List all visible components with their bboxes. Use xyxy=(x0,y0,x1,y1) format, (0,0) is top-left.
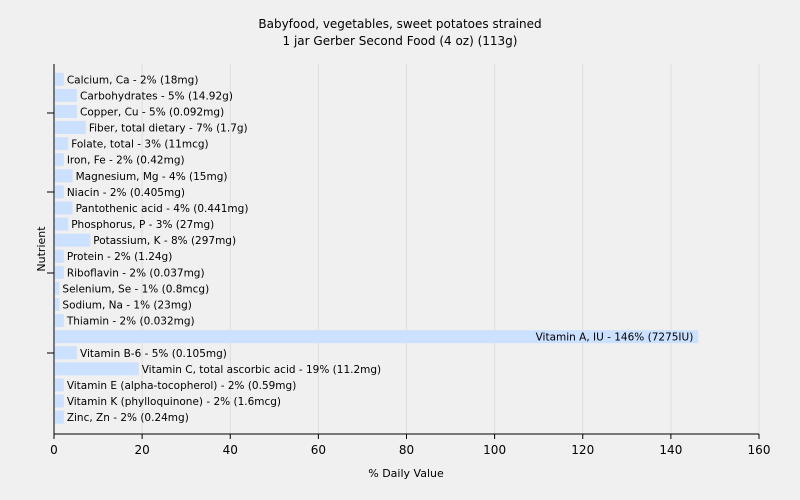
bar-label: Calcium, Ca - 2% (18mg) xyxy=(67,74,199,86)
bar xyxy=(55,137,69,151)
chart-title: Babyfood, vegetables, sweet potatoes str… xyxy=(258,17,541,31)
bar xyxy=(55,169,73,183)
bar-label: Vitamin C, total ascorbic acid - 19% (11… xyxy=(142,364,381,376)
bar-label: Selenium, Se - 1% (0.8mcg) xyxy=(62,283,209,295)
bars: Calcium, Ca - 2% (18mg) Carbohydrates - 5… xyxy=(55,72,699,424)
chart-subtitle: 1 jar Gerber Second Food (4 oz) (113g) xyxy=(283,34,518,48)
x-tick-label: 160 xyxy=(748,443,771,457)
bar xyxy=(55,410,64,424)
bar xyxy=(55,233,91,247)
bar-label: Niacin - 2% (0.405mg) xyxy=(67,187,185,199)
bar xyxy=(55,378,64,392)
bar xyxy=(55,346,78,360)
bar-label: Vitamin K (phylloquinone) - 2% (1.6mcg) xyxy=(67,396,281,408)
bar xyxy=(55,185,64,199)
bar-label: Carbohydrates - 5% (14.92g) xyxy=(80,90,233,102)
bar-label: Protein - 2% (1.24g) xyxy=(67,251,173,263)
bar-label: Vitamin A, IU - 146% (7275IU) xyxy=(536,332,694,344)
bar xyxy=(55,72,64,86)
bar xyxy=(55,121,86,135)
bar xyxy=(55,281,60,295)
bar xyxy=(55,362,139,376)
bar-label: Phosphorus, P - 3% (27mg) xyxy=(71,219,214,231)
bar-label: Iron, Fe - 2% (0.42mg) xyxy=(67,155,185,167)
x-tick-label: 0 xyxy=(50,443,58,457)
x-tick-label: 40 xyxy=(223,443,238,457)
bar xyxy=(55,314,64,328)
bar xyxy=(55,298,60,311)
bar-label: Vitamin B-6 - 5% (0.105mg) xyxy=(80,348,227,360)
bar xyxy=(55,104,78,118)
bar xyxy=(55,330,699,344)
bar-label: Magnesium, Mg - 4% (15mg) xyxy=(76,171,228,183)
bar xyxy=(55,201,73,215)
bar xyxy=(55,265,64,279)
x-tick-label: 80 xyxy=(399,443,414,457)
bar xyxy=(55,88,78,102)
bar xyxy=(55,249,64,263)
y-axis-title: Nutrient xyxy=(35,226,48,272)
bar-label: Potassium, K - 8% (297mg) xyxy=(93,235,236,247)
bar-label: Riboflavin - 2% (0.037mg) xyxy=(67,267,205,279)
bar-label: Copper, Cu - 5% (0.092mg) xyxy=(80,106,224,118)
bar-label: Thiamin - 2% (0.032mg) xyxy=(66,316,195,328)
x-tick-label: 60 xyxy=(311,443,326,457)
bar xyxy=(55,217,69,231)
bar-label: Fiber, total dietary - 7% (1.7g) xyxy=(89,123,248,135)
x-tick-label: 100 xyxy=(483,443,506,457)
x-axis-title: % Daily Value xyxy=(368,467,444,480)
bar-label: Sodium, Na - 1% (23mg) xyxy=(62,300,191,312)
bar xyxy=(55,153,64,167)
axes: 0 20 40 60 80 100 120 140 160 xyxy=(47,64,770,457)
bar xyxy=(55,394,64,408)
bar-label: Zinc, Zn - 2% (0.24mg) xyxy=(67,412,189,424)
bar-label: Pantothenic acid - 4% (0.441mg) xyxy=(76,203,249,215)
bar-label: Folate, total - 3% (11mcg) xyxy=(71,139,208,151)
bar-label: Vitamin E (alpha-tocopherol) - 2% (0.59m… xyxy=(67,380,297,392)
x-tick-label: 20 xyxy=(134,443,149,457)
grid-lines xyxy=(141,64,760,434)
x-tick-label: 120 xyxy=(571,443,594,457)
x-tick-label: 140 xyxy=(659,443,682,457)
